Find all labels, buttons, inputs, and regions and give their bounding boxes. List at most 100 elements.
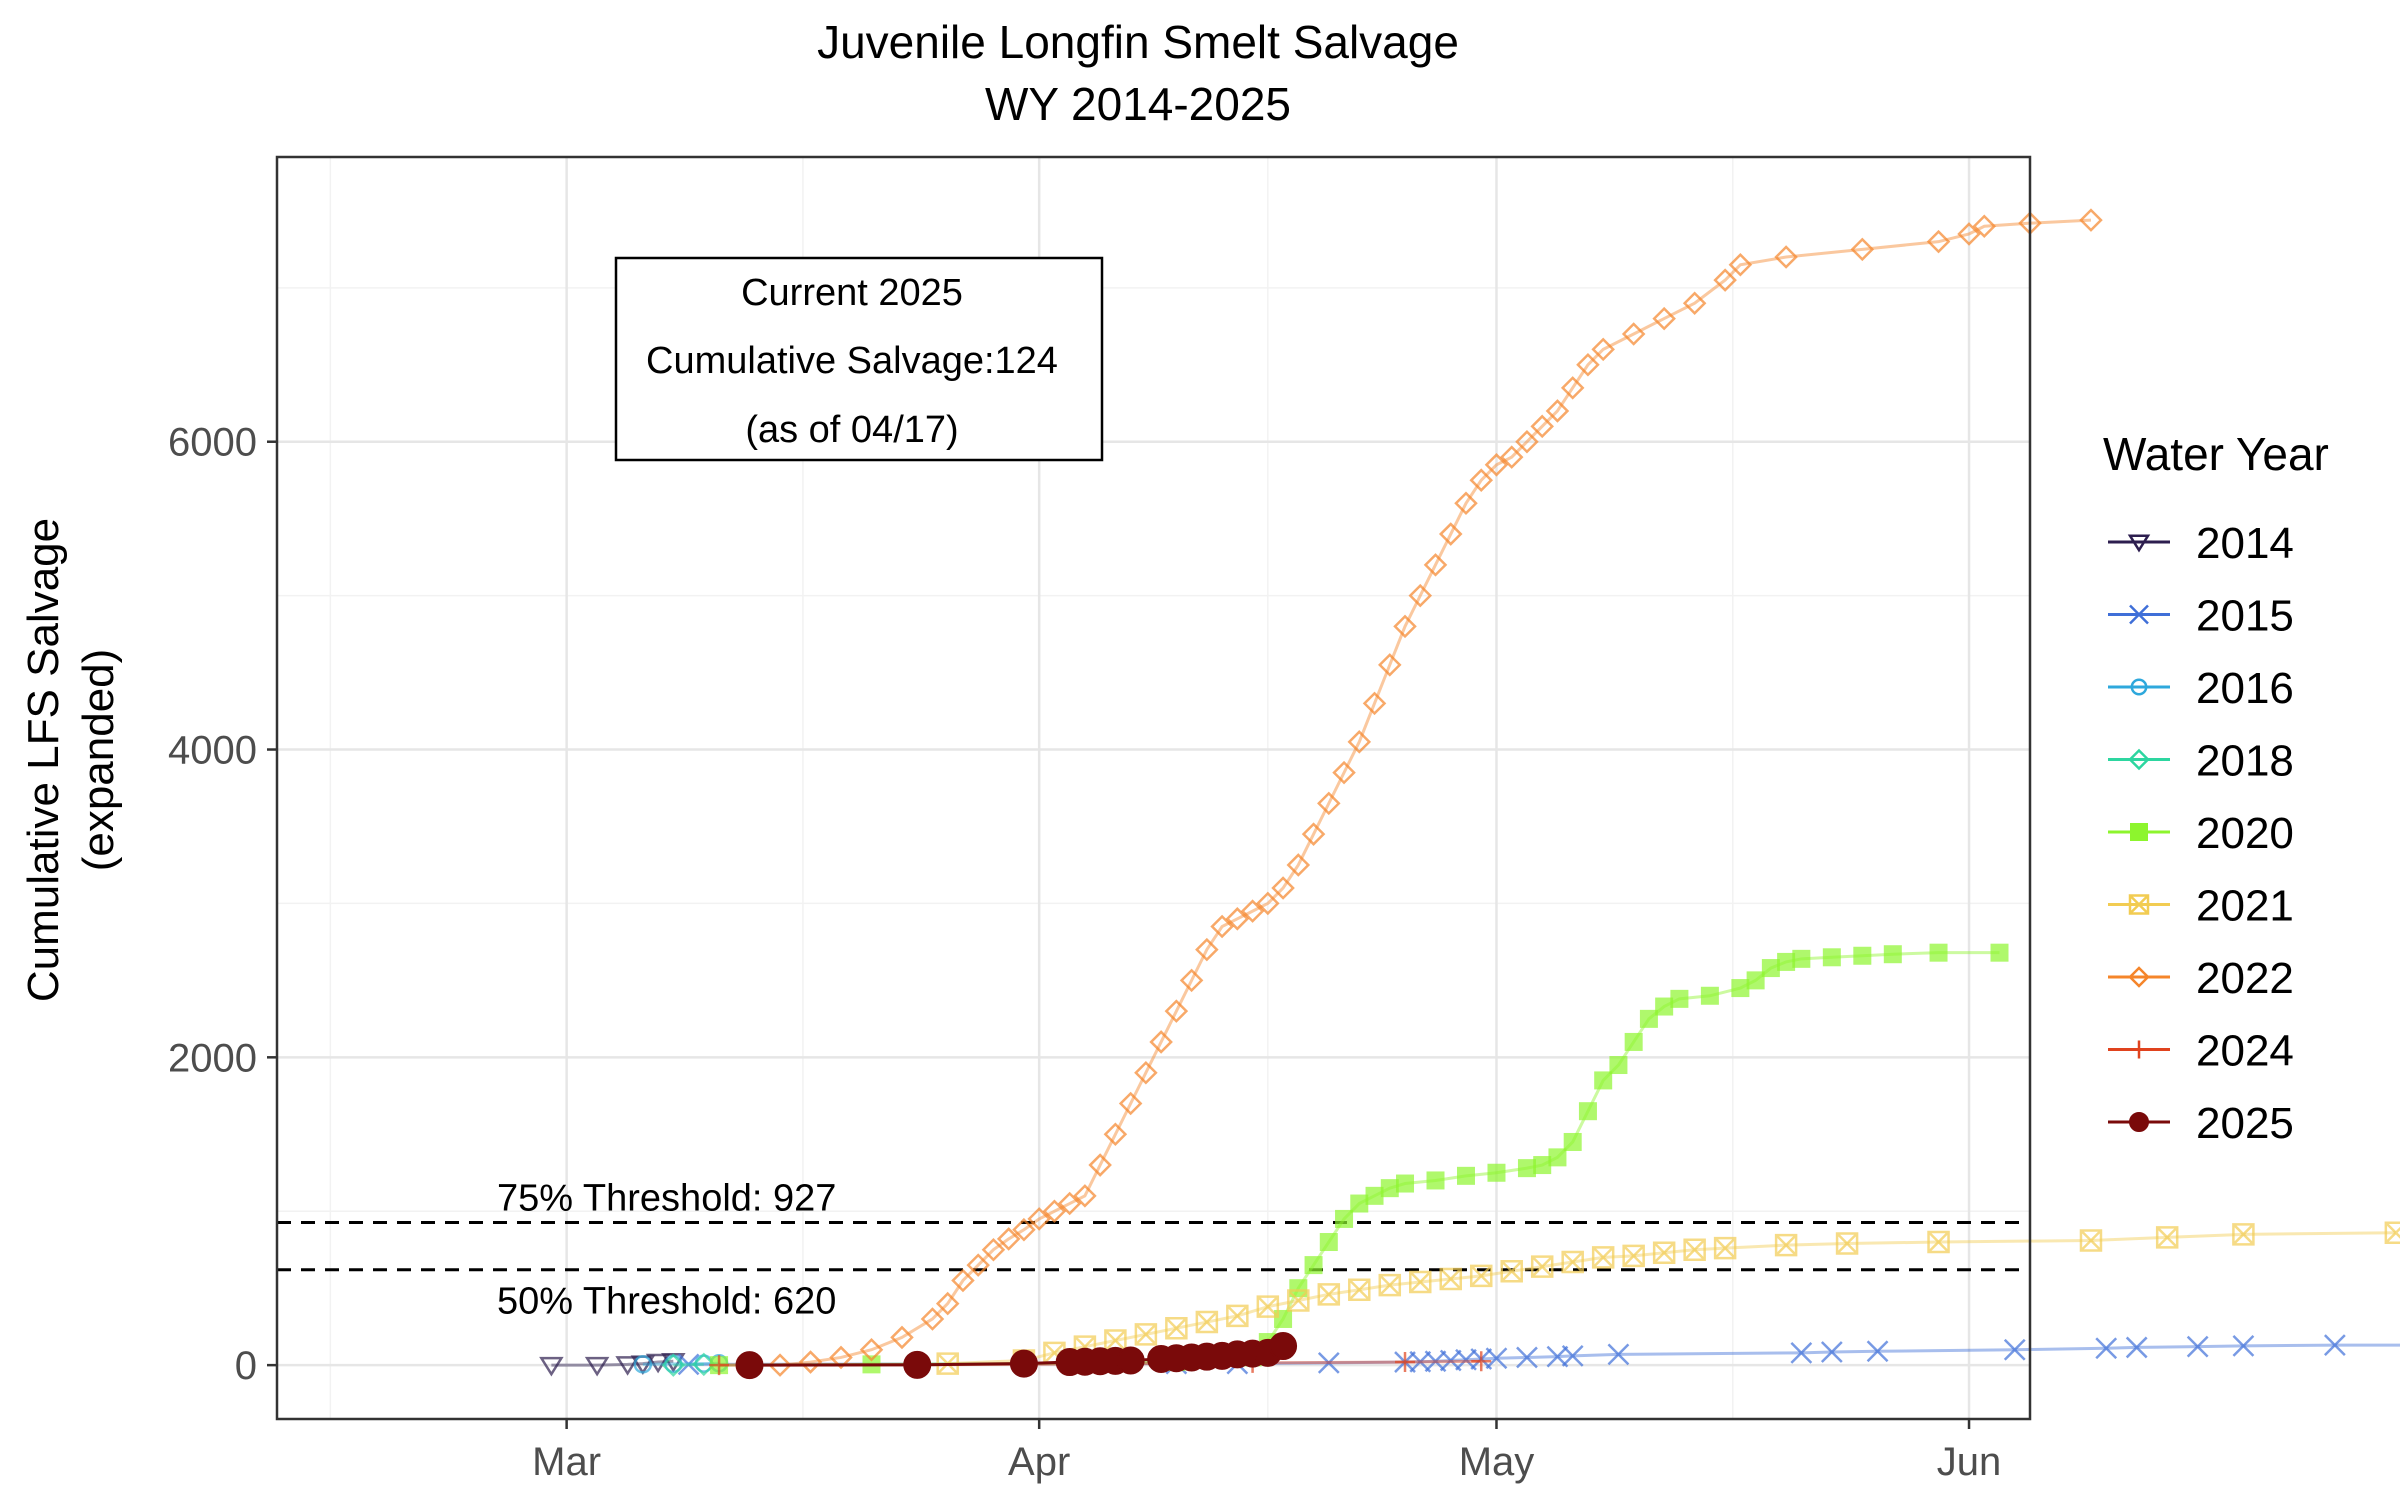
data-point xyxy=(1116,1346,1145,1375)
data-point xyxy=(1515,429,1539,454)
data-point xyxy=(1499,445,1524,469)
data-point xyxy=(1149,1030,1173,1054)
data-point xyxy=(1683,1238,1706,1261)
legend-title: Water Year xyxy=(2103,428,2329,480)
data-point xyxy=(1378,1273,1402,1297)
data-point xyxy=(1438,522,1463,546)
data-point xyxy=(1073,1184,1097,1208)
data-point xyxy=(1378,653,1402,677)
data-point xyxy=(1561,1345,1584,1367)
data-point xyxy=(1866,1340,1889,1363)
data-point xyxy=(1576,353,1600,377)
svg-text:(expanded): (expanded) xyxy=(74,649,123,872)
data-point xyxy=(1226,1304,1249,1328)
data-point xyxy=(1700,986,1719,1005)
data-point xyxy=(677,1353,700,1376)
data-point xyxy=(1713,1236,1737,1260)
data-point xyxy=(1548,1148,1567,1167)
data-point xyxy=(1563,1132,1582,1151)
data-point xyxy=(1561,1250,1584,1274)
legend-item: 2021 xyxy=(2108,882,2294,931)
data-point xyxy=(920,1307,945,1331)
data-point xyxy=(2125,1336,2148,1359)
data-point xyxy=(1454,491,1478,516)
data-point xyxy=(661,1353,686,1377)
plot-border xyxy=(275,155,2032,1421)
legend-label: 2018 xyxy=(2196,737,2294,786)
annotation-line-2: Cumulative Salvage:124 xyxy=(646,340,1058,382)
data-point xyxy=(1972,214,1997,239)
data-point xyxy=(1926,229,1951,254)
data-point xyxy=(1591,337,1615,362)
legend-item: 2020 xyxy=(2108,809,2294,858)
data-point xyxy=(1350,1194,1369,1213)
data-point xyxy=(1533,1156,1552,1175)
data-point xyxy=(1835,1232,1859,1255)
data-point xyxy=(1225,907,1250,931)
series-2022 xyxy=(768,208,2103,1377)
data-point xyxy=(1240,899,1265,923)
data-point xyxy=(2003,1338,2026,1361)
data-point xyxy=(1118,1091,1143,1116)
data-point xyxy=(1286,853,1311,877)
data-point xyxy=(1484,453,1509,477)
data-point xyxy=(2384,1221,2400,1245)
legend-item: 2024 xyxy=(2108,1027,2294,1076)
data-point xyxy=(1500,1260,1523,1283)
data-point xyxy=(1578,1102,1597,1121)
data-point xyxy=(2232,1223,2255,1246)
data-point xyxy=(1393,614,1417,639)
data-point xyxy=(1179,968,1204,993)
threshold-label: 75% Threshold: 927 xyxy=(497,1177,836,1219)
data-point xyxy=(1012,1217,1036,1242)
data-point xyxy=(1271,876,1295,900)
data-point xyxy=(1134,1323,1158,1346)
data-point xyxy=(1516,1346,1538,1369)
x-tick-label: Jun xyxy=(1937,1440,2002,1484)
annotation-line-1: Current 2025 xyxy=(741,272,963,314)
y-tick-label: 4000 xyxy=(168,729,257,773)
data-point xyxy=(1774,245,1798,269)
data-point xyxy=(2130,823,2148,841)
data-point xyxy=(1594,1071,1613,1090)
data-point xyxy=(2095,1337,2118,1360)
data-point xyxy=(1269,1332,1298,1361)
data-point xyxy=(1957,222,1981,246)
legend-label: 2016 xyxy=(2196,664,2294,713)
data-point xyxy=(859,1337,884,1362)
legend-label: 2014 xyxy=(2196,519,2294,568)
data-point xyxy=(1287,1289,1310,1312)
data-point xyxy=(903,1350,932,1379)
data-point xyxy=(1655,997,1674,1016)
data-point xyxy=(1761,959,1780,978)
data-point xyxy=(1409,1270,1432,1294)
x-tick-label: Mar xyxy=(532,1440,601,1484)
data-point xyxy=(1731,979,1750,998)
data-point xyxy=(2079,208,2103,232)
series-layer xyxy=(539,208,2400,1380)
data-point xyxy=(1395,1352,1416,1373)
data-point xyxy=(966,1253,990,1277)
data-point xyxy=(1396,1174,1415,1193)
data-point xyxy=(633,1355,653,1374)
data-point xyxy=(709,1355,730,1376)
legend-item: 2018 xyxy=(2108,737,2294,786)
data-point xyxy=(1652,1241,1676,1265)
y-tick-label: 2000 xyxy=(168,1036,257,1080)
data-point xyxy=(1883,945,1902,964)
data-point xyxy=(1471,1351,1492,1372)
y-tick-label: 0 xyxy=(235,1344,257,1388)
data-point xyxy=(2232,1335,2255,1357)
data-point xyxy=(1348,1278,1371,1301)
data-point xyxy=(1304,1256,1323,1275)
data-point xyxy=(1088,1153,1112,1177)
data-point xyxy=(935,1291,960,1316)
data-point xyxy=(1850,237,1875,262)
data-point xyxy=(1134,1060,1158,1085)
data-point xyxy=(2186,1335,2209,1358)
data-point xyxy=(1530,1255,1554,1278)
data-point xyxy=(1365,1186,1384,1205)
data-point xyxy=(1319,1233,1338,1252)
data-point xyxy=(1927,1230,1950,1254)
data-point xyxy=(1820,1341,1843,1363)
